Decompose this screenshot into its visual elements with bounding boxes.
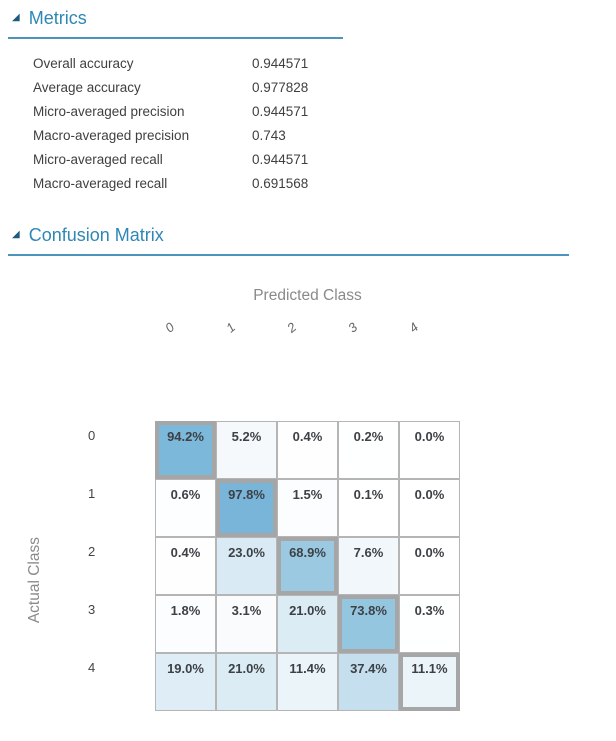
confusion-cell: 0.0% bbox=[399, 421, 460, 479]
metric-value: 0.743 bbox=[252, 127, 286, 143]
confusion-cell: 5.2% bbox=[216, 421, 277, 479]
confusion-matrix-section-divider bbox=[8, 254, 569, 256]
confusion-matrix-grid: 94.2% 5.2% 0.4% 0.2% 0.0% 0.6% 97.8% 1.5% 0.1% 0.… bbox=[155, 421, 460, 711]
actual-class-tick: 0 bbox=[88, 428, 96, 443]
confusion-cell-diagonal: 73.8% bbox=[338, 595, 399, 653]
predicted-class-tick: 2 bbox=[283, 319, 300, 336]
metric-label: Micro-averaged precision bbox=[33, 103, 185, 119]
metric-label: Average accuracy bbox=[33, 79, 141, 95]
metric-value: 0.977828 bbox=[252, 79, 309, 95]
metric-row: Average accuracy 0.977828 bbox=[33, 75, 616, 99]
confusion-cell: 0.1% bbox=[338, 479, 399, 537]
collapse-triangle-icon[interactable]: ◢ bbox=[12, 12, 20, 23]
confusion-matrix-section-header[interactable]: ◢ Confusion Matrix bbox=[0, 223, 616, 247]
confusion-cell: 37.4% bbox=[338, 653, 399, 711]
metric-label: Macro-averaged precision bbox=[33, 127, 190, 143]
confusion-cell: 0.3% bbox=[399, 595, 460, 653]
confusion-cell: 19.0% bbox=[155, 653, 216, 711]
metric-value: 0.944571 bbox=[252, 55, 309, 71]
confusion-cell-diagonal: 11.1% bbox=[399, 653, 460, 711]
metric-label: Micro-averaged recall bbox=[33, 151, 163, 167]
predicted-class-tick: 0 bbox=[161, 319, 178, 336]
confusion-cell: 0.0% bbox=[399, 479, 460, 537]
metrics-section-title[interactable]: Metrics bbox=[28, 7, 87, 28]
predicted-class-tick: 1 bbox=[222, 319, 239, 336]
confusion-cell-diagonal: 94.2% bbox=[155, 421, 216, 479]
metrics-section-header[interactable]: ◢ Metrics bbox=[0, 6, 616, 30]
confusion-cell: 7.6% bbox=[338, 537, 399, 595]
actual-class-axis-label-wrap: Actual Class bbox=[0, 421, 55, 711]
predicted-class-axis-label: Predicted Class bbox=[253, 287, 362, 304]
metrics-section-divider bbox=[8, 37, 343, 39]
confusion-cell: 23.0% bbox=[216, 537, 277, 595]
actual-class-ticks: 0 1 2 3 4 bbox=[55, 421, 155, 711]
metric-label: Macro-averaged recall bbox=[33, 175, 168, 191]
metric-value: 0.691568 bbox=[252, 175, 309, 191]
metric-label: Overall accuracy bbox=[33, 55, 134, 71]
evaluation-results-page: ◢ Metrics Overall accuracy 0.944571 Aver… bbox=[0, 6, 616, 711]
metric-row: Macro-averaged recall 0.691568 bbox=[33, 171, 616, 195]
predicted-class-tick: 3 bbox=[344, 319, 361, 336]
predicted-class-ticks: 0 1 2 3 4 bbox=[155, 319, 616, 341]
metric-row: Micro-averaged recall 0.944571 bbox=[33, 147, 616, 171]
metric-value: 0.944571 bbox=[252, 103, 309, 119]
metrics-list: Overall accuracy 0.944571 Average accura… bbox=[33, 51, 616, 195]
confusion-cell: 0.6% bbox=[155, 479, 216, 537]
predicted-class-tick: 4 bbox=[405, 319, 422, 336]
confusion-cell: 0.4% bbox=[277, 421, 338, 479]
confusion-cell: 11.4% bbox=[277, 653, 338, 711]
actual-class-tick: 1 bbox=[88, 486, 96, 501]
confusion-cell: 1.5% bbox=[277, 479, 338, 537]
metric-row: Macro-averaged precision 0.743 bbox=[33, 123, 616, 147]
confusion-cell-diagonal: 68.9% bbox=[277, 537, 338, 595]
confusion-cell: 0.2% bbox=[338, 421, 399, 479]
metric-row: Micro-averaged precision 0.944571 bbox=[33, 99, 616, 123]
actual-class-tick: 2 bbox=[88, 544, 96, 559]
confusion-cell: 0.0% bbox=[399, 537, 460, 595]
actual-class-axis-label: Actual Class bbox=[25, 536, 43, 624]
actual-class-tick: 3 bbox=[88, 602, 96, 617]
confusion-cell: 0.4% bbox=[155, 537, 216, 595]
metric-value: 0.944571 bbox=[252, 151, 309, 167]
actual-class-tick: 4 bbox=[88, 660, 96, 675]
confusion-cell: 1.8% bbox=[155, 595, 216, 653]
confusion-matrix-chart: Predicted Class 0 1 2 3 4 Actual Class 0 1 2 3 4… bbox=[0, 287, 616, 711]
confusion-matrix-section-title[interactable]: Confusion Matrix bbox=[28, 224, 164, 245]
confusion-cell: 3.1% bbox=[216, 595, 277, 653]
confusion-cell: 21.0% bbox=[216, 653, 277, 711]
metrics-section: ◢ Metrics Overall accuracy 0.944571 Aver… bbox=[0, 6, 616, 195]
metric-row: Overall accuracy 0.944571 bbox=[33, 51, 616, 75]
confusion-cell: 21.0% bbox=[277, 595, 338, 653]
collapse-triangle-icon[interactable]: ◢ bbox=[12, 229, 20, 240]
confusion-cell-diagonal: 97.8% bbox=[216, 479, 277, 537]
confusion-matrix-section: ◢ Confusion Matrix Predicted Class 0 1 2 3 4… bbox=[0, 223, 616, 711]
